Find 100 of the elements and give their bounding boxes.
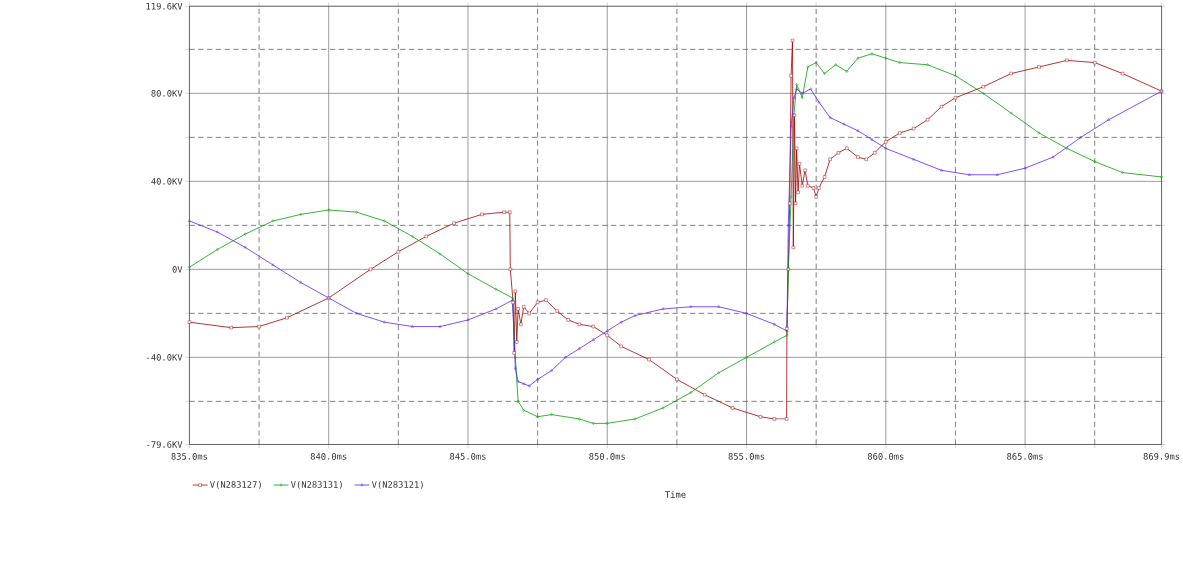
point	[516, 399, 520, 403]
point	[800, 91, 804, 95]
point	[912, 157, 916, 161]
point	[828, 115, 832, 119]
point	[1037, 131, 1041, 135]
point	[856, 56, 860, 60]
point	[536, 377, 540, 381]
point	[383, 219, 386, 223]
point	[870, 137, 874, 141]
point	[926, 62, 929, 67]
point	[795, 82, 798, 86]
point	[382, 320, 386, 323]
x-tick-label: 840.0ms	[310, 452, 347, 460]
point	[823, 71, 826, 75]
point	[954, 73, 957, 78]
x-tick-label: 845.0ms	[450, 452, 486, 460]
y-tick-label: 40.0KV	[151, 177, 183, 185]
point	[527, 384, 531, 387]
point	[689, 304, 693, 308]
point	[578, 417, 581, 421]
point	[789, 194, 793, 199]
point	[550, 412, 553, 416]
point	[773, 340, 776, 344]
point	[1079, 135, 1083, 139]
point	[605, 329, 609, 332]
point	[884, 56, 888, 60]
point	[466, 271, 470, 276]
point	[842, 122, 846, 125]
point	[619, 320, 623, 323]
point	[1009, 111, 1013, 115]
point	[995, 172, 999, 176]
point	[845, 69, 849, 73]
point	[1093, 159, 1096, 163]
point	[514, 355, 517, 359]
point	[633, 417, 637, 421]
point	[884, 146, 888, 150]
legend-label: V(N283127)	[210, 480, 261, 489]
point	[967, 172, 971, 176]
point	[550, 368, 553, 372]
point	[536, 414, 539, 419]
point	[410, 324, 414, 328]
y-tick-label: 0V	[172, 265, 183, 273]
point	[772, 322, 776, 326]
point	[898, 60, 902, 64]
x-tick-label: 860.0ms	[867, 452, 904, 460]
x-tick-label: 869.9ms	[1143, 452, 1180, 460]
legend-label: V(N283121)	[371, 480, 423, 489]
point	[591, 337, 595, 341]
point	[513, 366, 517, 370]
point	[814, 60, 818, 64]
point	[689, 390, 693, 394]
point	[870, 51, 874, 56]
point	[745, 311, 748, 315]
point	[1023, 166, 1027, 169]
x-tick-label: 835.0ms	[171, 452, 208, 460]
point	[215, 230, 219, 233]
point	[795, 87, 799, 90]
point	[717, 304, 721, 308]
point	[522, 408, 525, 412]
point	[817, 100, 821, 103]
point	[466, 318, 470, 321]
point	[605, 421, 609, 425]
point	[834, 62, 837, 67]
point	[438, 252, 442, 256]
point	[661, 406, 665, 410]
point	[327, 208, 330, 212]
point	[411, 234, 414, 238]
x-tick-label: 850.0ms	[589, 452, 625, 460]
point	[785, 333, 789, 337]
y-tick-label: -79.6KV	[147, 440, 183, 448]
point	[809, 87, 813, 90]
x-axis-title: Time	[665, 490, 686, 498]
point	[355, 210, 358, 214]
x-tick-label: 855.0ms	[728, 452, 765, 460]
point	[789, 124, 793, 128]
y-tick-label: 80.0KV	[151, 89, 183, 97]
x-tick-label: 865.0ms	[1007, 452, 1043, 460]
point	[1065, 146, 1069, 150]
point	[438, 324, 442, 328]
legend-label: V(N283131)	[290, 480, 342, 489]
point	[271, 219, 275, 223]
point	[745, 355, 748, 359]
point	[577, 346, 581, 350]
point	[940, 168, 943, 172]
point	[516, 379, 520, 383]
point	[800, 95, 804, 100]
point	[1051, 155, 1055, 158]
point	[806, 65, 810, 69]
point	[1121, 170, 1124, 174]
point	[1107, 117, 1111, 121]
point	[299, 280, 303, 284]
point	[786, 223, 790, 227]
point	[717, 370, 720, 375]
point	[522, 381, 526, 385]
y-tick-label: 119.6KV	[146, 2, 183, 10]
point	[564, 355, 567, 359]
point	[792, 95, 796, 99]
point	[243, 232, 247, 236]
point	[982, 91, 985, 95]
point	[592, 421, 595, 425]
